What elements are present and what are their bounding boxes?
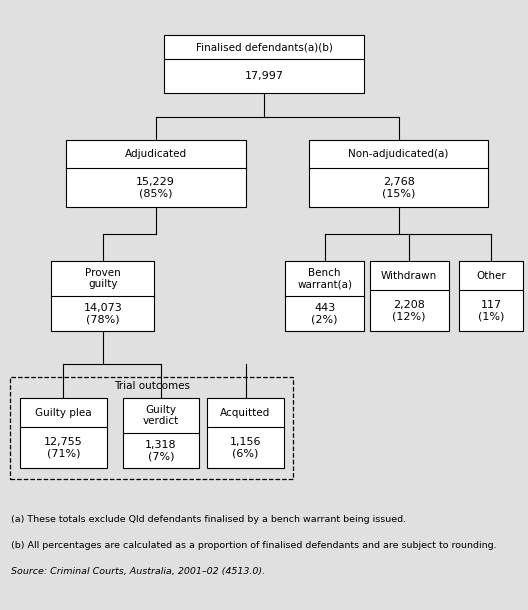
- Text: 1,156
(6%): 1,156 (6%): [230, 437, 261, 459]
- Bar: [285, 261, 364, 331]
- Text: Acquitted: Acquitted: [220, 407, 271, 418]
- Text: Proven
guilty: Proven guilty: [85, 268, 121, 289]
- Text: 443
(2%): 443 (2%): [312, 303, 338, 324]
- Bar: [370, 261, 449, 331]
- Text: Guilty
verdict: Guilty verdict: [143, 405, 179, 426]
- Text: (b) All percentages are calculated as a proportion of finalised defendants and a: (b) All percentages are calculated as a …: [11, 541, 496, 550]
- Text: Withdrawn: Withdrawn: [381, 270, 437, 281]
- Text: 2,208
(12%): 2,208 (12%): [392, 300, 426, 321]
- Bar: [122, 398, 199, 468]
- Text: 2,768
(15%): 2,768 (15%): [382, 177, 416, 199]
- Text: Source: Criminal Courts, Australia, 2001–02 (4513.0).: Source: Criminal Courts, Australia, 2001…: [11, 567, 265, 576]
- Bar: [10, 376, 294, 479]
- Bar: [459, 261, 523, 331]
- Text: 117
(1%): 117 (1%): [478, 300, 504, 321]
- Bar: [164, 35, 364, 93]
- Text: Other: Other: [476, 270, 506, 281]
- Text: 1,318
(7%): 1,318 (7%): [145, 440, 177, 461]
- Text: Adjudicated: Adjudicated: [125, 149, 187, 159]
- Bar: [309, 140, 488, 207]
- Text: Finalised defendants(a)(b): Finalised defendants(a)(b): [195, 42, 333, 52]
- Text: 15,229
(85%): 15,229 (85%): [136, 177, 175, 199]
- Text: Guilty plea: Guilty plea: [35, 407, 92, 418]
- Bar: [20, 398, 107, 468]
- Bar: [52, 261, 154, 331]
- Bar: [66, 140, 246, 207]
- Text: Trial outcomes: Trial outcomes: [114, 381, 190, 392]
- Text: (a) These totals exclude Qld defendants finalised by a bench warrant being issue: (a) These totals exclude Qld defendants …: [11, 515, 406, 525]
- Text: 14,073
(78%): 14,073 (78%): [83, 303, 122, 324]
- Text: 12,755
(71%): 12,755 (71%): [44, 437, 83, 459]
- Bar: [207, 398, 284, 468]
- Text: Non-adjudicated(a): Non-adjudicated(a): [348, 149, 449, 159]
- Text: 17,997: 17,997: [244, 71, 284, 81]
- Text: Bench
warrant(a): Bench warrant(a): [297, 268, 352, 289]
